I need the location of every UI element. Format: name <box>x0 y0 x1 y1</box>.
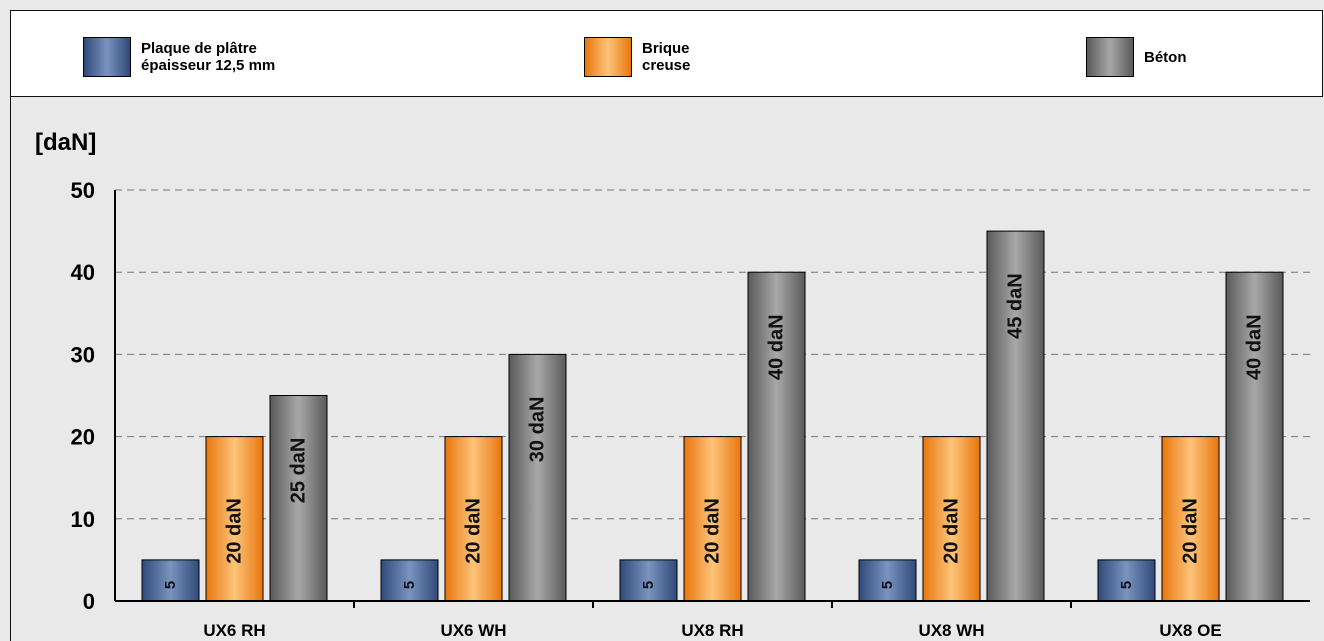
data-label: 45 daN <box>1005 273 1027 339</box>
bar <box>683 436 742 602</box>
legend-swatch-concrete <box>1086 37 1134 77</box>
bar <box>1097 559 1156 602</box>
y-tick-label: 40 <box>71 260 95 285</box>
y-tick-label: 10 <box>71 507 95 532</box>
data-label: 40 daN <box>766 314 788 380</box>
y-tick-label: 30 <box>71 342 95 367</box>
legend-label-hollow-brick: Brique creuse <box>642 40 691 74</box>
data-label: 25 daN <box>288 438 310 504</box>
legend-swatch-plasterboard <box>83 37 131 77</box>
data-label: 20 daN <box>941 498 963 564</box>
bar <box>508 353 567 602</box>
y-axis-ticks: 0 10 20 30 40 50 <box>71 178 95 614</box>
bar <box>141 559 200 602</box>
legend-item-plasterboard: Plaque de plâtre épaisseur 12,5 mm <box>83 37 275 77</box>
bar <box>986 230 1045 602</box>
x-axis: UX6 RH UX6 WH UX8 RH UX8 WH UX8 OE <box>114 190 1310 640</box>
bar <box>269 395 328 602</box>
bar <box>1161 436 1220 602</box>
bar <box>619 559 678 602</box>
data-label: 20 daN <box>463 498 485 564</box>
data-label: 30 daN <box>527 397 549 463</box>
legend-label-plasterboard: Plaque de plâtre épaisseur 12,5 mm <box>141 40 276 74</box>
data-label: 20 daN <box>224 498 246 564</box>
bar <box>922 436 981 602</box>
data-label: 20 daN <box>1180 498 1202 564</box>
bar <box>858 559 917 602</box>
data-label: 5 <box>879 581 896 589</box>
x-tick-label: UX8 WH <box>918 621 984 640</box>
bar <box>747 271 806 602</box>
legend: Plaque de plâtre épaisseur 12,5 mm Briqu… <box>10 10 1323 97</box>
data-label: 5 <box>401 581 418 589</box>
data-label: 5 <box>162 581 179 589</box>
y-tick-label: 0 <box>83 589 95 614</box>
legend-item-hollow-brick: Brique creuse <box>584 37 690 77</box>
legend-label-concrete: Béton <box>1144 48 1187 66</box>
y-axis-unit-label: [daN] <box>35 129 96 156</box>
y-tick-label: 20 <box>71 425 95 450</box>
x-tick-label: UX6 WH <box>440 621 506 640</box>
data-label: 5 <box>640 581 657 589</box>
bar <box>1225 271 1284 602</box>
data-label: 20 daN <box>702 498 724 564</box>
legend-swatch-hollow-brick <box>584 37 632 77</box>
y-tick-label: 50 <box>71 178 95 203</box>
x-tick-label: UX6 RH <box>203 621 265 640</box>
data-label: 40 daN <box>1244 314 1266 380</box>
legend-item-concrete: Béton <box>1086 37 1187 77</box>
bar <box>380 559 439 602</box>
plot-area <box>10 97 1323 641</box>
bars: 5 20 daN 25 daN 5 20 daN 30 daN 5 20 daN 40 daN 5… <box>141 230 1284 602</box>
x-tick-label: UX8 RH <box>681 621 743 640</box>
data-label: 5 <box>1118 581 1135 589</box>
bar <box>205 436 264 602</box>
bar <box>444 436 503 602</box>
x-tick-label: UX8 OE <box>1159 621 1221 640</box>
